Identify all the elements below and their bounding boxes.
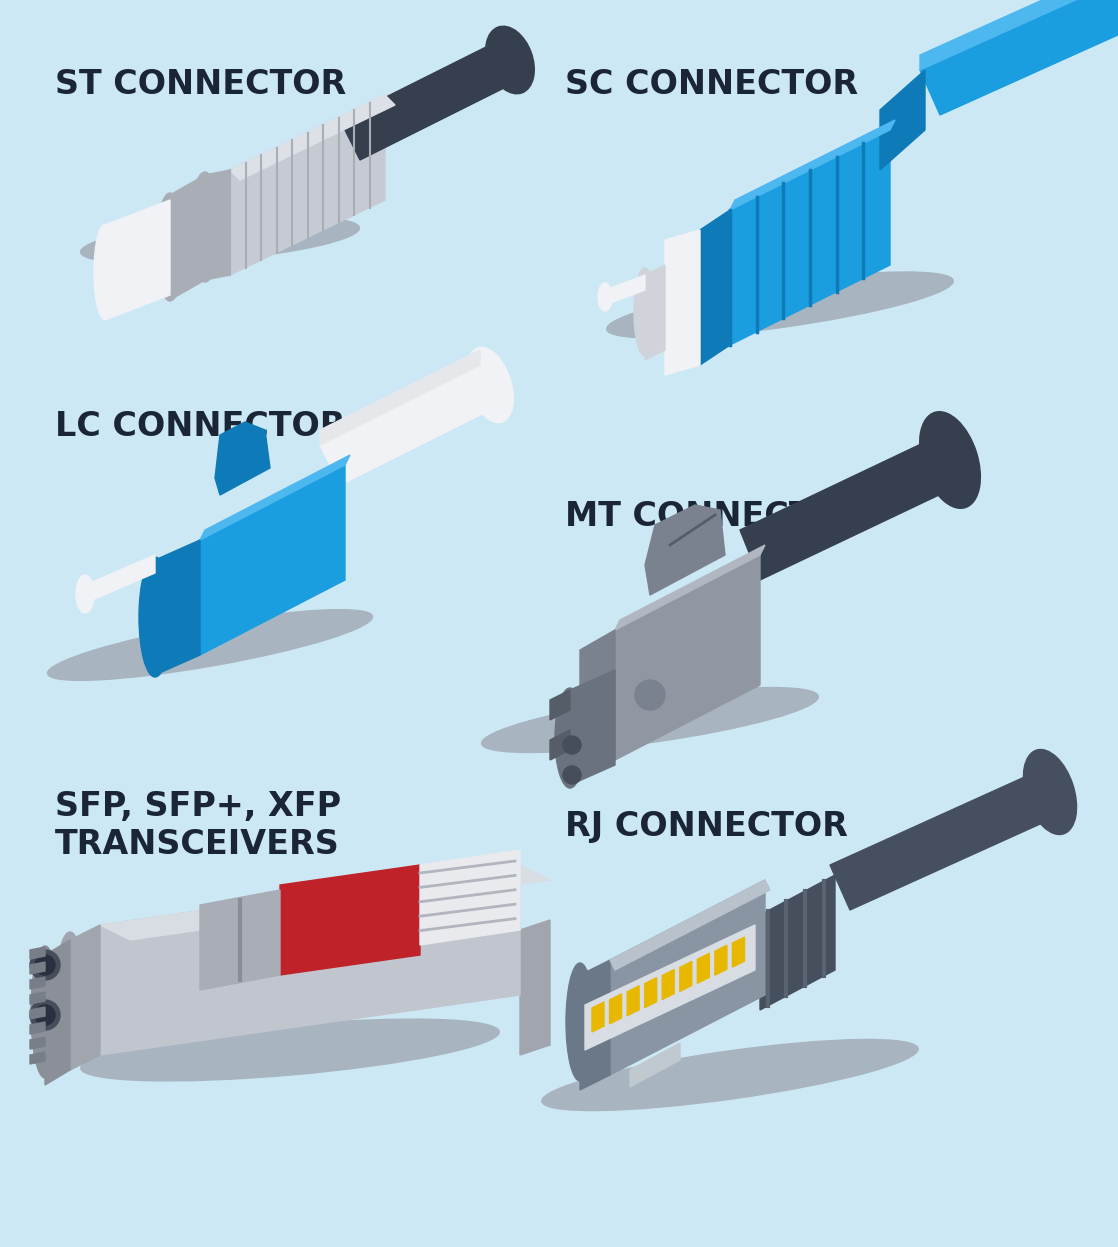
Ellipse shape (1102, 0, 1118, 45)
Polygon shape (665, 229, 700, 375)
Polygon shape (730, 120, 896, 209)
Polygon shape (880, 70, 925, 170)
Polygon shape (230, 95, 395, 180)
Ellipse shape (157, 193, 184, 301)
Ellipse shape (466, 348, 513, 423)
Text: ST CONNECTOR: ST CONNECTOR (55, 69, 347, 101)
Ellipse shape (55, 932, 85, 1062)
Polygon shape (585, 925, 755, 1050)
Polygon shape (662, 970, 674, 1000)
Ellipse shape (190, 172, 220, 282)
Text: RJ CONNECTOR: RJ CONNECTOR (565, 811, 847, 843)
Polygon shape (830, 769, 1060, 910)
Ellipse shape (563, 766, 581, 784)
Polygon shape (714, 945, 727, 975)
Polygon shape (30, 976, 45, 989)
Ellipse shape (1023, 749, 1077, 834)
Polygon shape (100, 865, 550, 940)
Ellipse shape (634, 268, 656, 355)
Text: SC CONNECTOR: SC CONNECTOR (565, 69, 859, 101)
Text: SFP, SFP+, XFP
TRANSCEIVERS: SFP, SFP+, XFP TRANSCEIVERS (55, 791, 341, 862)
Polygon shape (200, 890, 280, 990)
Polygon shape (70, 925, 100, 1070)
Polygon shape (615, 555, 760, 759)
Polygon shape (200, 465, 345, 655)
Polygon shape (30, 1052, 45, 1064)
Polygon shape (100, 865, 520, 1055)
Polygon shape (570, 670, 615, 786)
Polygon shape (700, 209, 730, 365)
Polygon shape (645, 978, 656, 1008)
Polygon shape (520, 920, 550, 1055)
Polygon shape (920, 0, 1118, 70)
Ellipse shape (76, 575, 94, 614)
Ellipse shape (139, 557, 171, 677)
Polygon shape (645, 266, 665, 360)
Polygon shape (580, 630, 615, 781)
Polygon shape (200, 455, 350, 540)
Polygon shape (615, 545, 765, 630)
Polygon shape (320, 350, 480, 445)
Ellipse shape (598, 283, 612, 311)
Polygon shape (760, 875, 835, 1010)
Polygon shape (420, 850, 520, 945)
Ellipse shape (542, 1040, 918, 1111)
Polygon shape (30, 1038, 45, 1049)
Ellipse shape (80, 1019, 500, 1081)
Ellipse shape (566, 963, 594, 1081)
Ellipse shape (30, 950, 60, 980)
Polygon shape (30, 993, 45, 1004)
Polygon shape (280, 865, 420, 975)
Polygon shape (605, 276, 645, 306)
Ellipse shape (920, 412, 980, 509)
Polygon shape (645, 505, 724, 595)
Polygon shape (215, 421, 271, 495)
Polygon shape (105, 200, 170, 320)
Polygon shape (631, 1042, 680, 1087)
Polygon shape (155, 540, 200, 675)
Polygon shape (609, 994, 622, 1024)
Polygon shape (85, 555, 155, 604)
Polygon shape (680, 961, 692, 991)
Polygon shape (920, 0, 1118, 115)
Polygon shape (205, 170, 230, 281)
Polygon shape (550, 690, 570, 720)
Polygon shape (698, 954, 709, 984)
Ellipse shape (94, 224, 116, 319)
Text: MT CONNECTOR: MT CONNECTOR (565, 500, 865, 532)
Polygon shape (550, 729, 570, 759)
Ellipse shape (635, 680, 665, 710)
Polygon shape (30, 1023, 45, 1034)
Polygon shape (30, 946, 45, 959)
Ellipse shape (31, 946, 59, 1077)
Text: LC CONNECTOR: LC CONNECTOR (55, 410, 345, 443)
Polygon shape (610, 880, 770, 970)
Ellipse shape (485, 26, 534, 94)
Ellipse shape (555, 688, 585, 788)
Polygon shape (730, 130, 890, 345)
Polygon shape (340, 40, 520, 160)
Ellipse shape (563, 736, 581, 754)
Ellipse shape (35, 1005, 55, 1025)
Polygon shape (230, 95, 385, 276)
Polygon shape (580, 960, 610, 1090)
Ellipse shape (47, 610, 372, 681)
Ellipse shape (482, 687, 818, 752)
Polygon shape (740, 435, 960, 580)
Polygon shape (593, 1003, 604, 1033)
Polygon shape (30, 961, 45, 974)
Ellipse shape (35, 955, 55, 975)
Ellipse shape (607, 272, 954, 338)
Ellipse shape (30, 1000, 60, 1030)
Polygon shape (30, 1008, 45, 1019)
Polygon shape (732, 936, 745, 968)
Polygon shape (627, 986, 639, 1016)
Polygon shape (45, 940, 70, 1085)
Polygon shape (320, 365, 500, 485)
Ellipse shape (80, 217, 360, 263)
Polygon shape (170, 175, 205, 301)
Polygon shape (610, 880, 765, 1075)
